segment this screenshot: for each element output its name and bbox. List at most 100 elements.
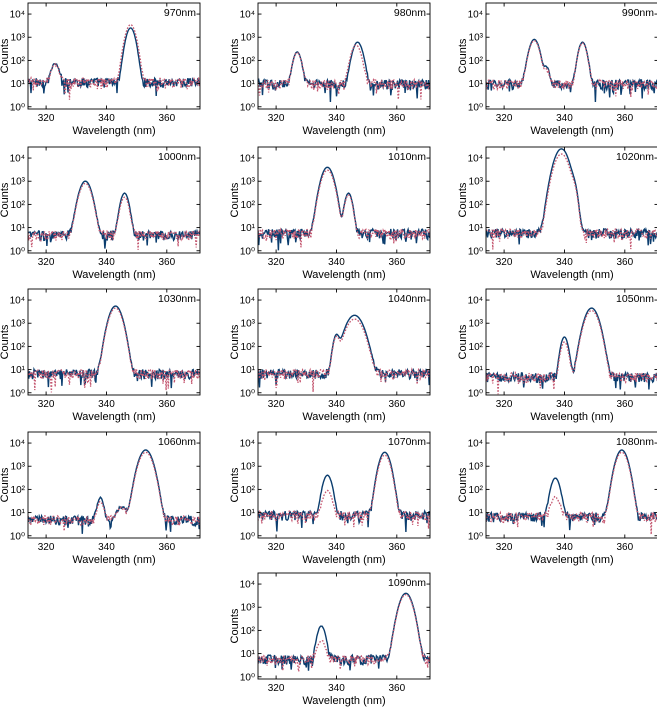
y-tick-label: 10² <box>11 56 26 67</box>
panel-wavelength-label: 1010nm <box>388 151 426 163</box>
y-tick-label: 10² <box>11 200 26 211</box>
x-tick-label: 340 <box>98 113 115 124</box>
y-tick-label: 10⁴ <box>468 439 483 450</box>
y-tick-label: 10³ <box>469 462 484 473</box>
y-tick-label: 10² <box>241 56 256 67</box>
panel-wavelength-label: 1020nm <box>616 151 654 163</box>
x-tick-label: 360 <box>158 399 175 410</box>
y-tick-label: 10⁴ <box>240 10 255 21</box>
y-axis-label: Counts <box>0 182 11 217</box>
y-tick-label: 10⁴ <box>468 10 483 21</box>
x-tick-label: 340 <box>556 399 573 410</box>
panel-wavelength-label: 990nm <box>622 7 654 19</box>
x-tick-label: 320 <box>268 257 285 268</box>
spectrum-line-dotted <box>258 593 430 672</box>
y-tick-label: 10¹ <box>469 79 484 90</box>
spectrum-line-solid <box>28 449 200 534</box>
axes-frame <box>27 2 201 110</box>
y-tick-label: 10⁰ <box>240 531 255 542</box>
spectrum-line-solid <box>486 449 657 531</box>
x-tick-label: 360 <box>388 542 405 553</box>
y-tick-label: 10⁴ <box>10 154 25 165</box>
x-tick-label: 340 <box>98 399 115 410</box>
y-tick-label: 10⁰ <box>10 531 25 542</box>
y-axis-label: Counts <box>0 324 11 359</box>
x-tick-label: 360 <box>158 257 175 268</box>
y-tick-label: 10⁰ <box>468 246 483 257</box>
x-tick-label: 320 <box>38 113 55 124</box>
y-tick-label: 10¹ <box>469 365 484 376</box>
y-axis-label: Counts <box>457 182 469 217</box>
x-tick-label: 360 <box>616 113 633 124</box>
x-tick-label: 320 <box>496 399 513 410</box>
y-tick-label: 10² <box>469 56 484 67</box>
x-tick-label: 340 <box>98 542 115 553</box>
x-tick-label: 320 <box>496 542 513 553</box>
spectrum-panel: 320 340 360 10⁰ 10¹ 10² 10³ 10⁴ Wavelength (nm) C… <box>0 288 201 423</box>
x-tick-label: 340 <box>98 257 115 268</box>
y-tick-label: 10¹ <box>11 79 26 90</box>
spectrum-line-dotted <box>258 318 430 392</box>
x-axis-label: Wavelength (nm) <box>72 554 155 566</box>
y-axis-label: Counts <box>229 324 241 359</box>
spectrum-panel: 320 340 360 10⁰ 10¹ 10² 10³ 10⁴ Wavelength (nm) C… <box>229 431 431 566</box>
y-tick-label: 10³ <box>241 603 256 614</box>
y-tick-label: 10⁴ <box>240 154 255 165</box>
x-tick-label: 360 <box>616 542 633 553</box>
y-tick-label: 10⁰ <box>10 102 25 113</box>
y-tick-label: 10³ <box>469 177 484 188</box>
x-tick-label: 320 <box>38 257 55 268</box>
y-tick-label: 10¹ <box>241 223 256 234</box>
y-tick-label: 10¹ <box>11 223 26 234</box>
x-tick-label: 320 <box>268 113 285 124</box>
y-tick-label: 10² <box>11 342 26 353</box>
axes-frame <box>257 572 431 680</box>
y-tick-label: 10¹ <box>469 508 484 519</box>
axes-frame <box>485 431 657 539</box>
y-axis-label: Counts <box>229 467 241 502</box>
y-tick-label: 10² <box>11 485 26 496</box>
y-tick-label: 10⁰ <box>240 246 255 257</box>
y-tick-label: 10¹ <box>241 79 256 90</box>
spectrum-line-dotted <box>28 23 200 100</box>
x-tick-label: 360 <box>158 113 175 124</box>
y-tick-label: 10⁰ <box>468 388 483 399</box>
y-tick-label: 10³ <box>469 319 484 330</box>
panel-wavelength-label: 1050nm <box>616 293 654 305</box>
x-tick-label: 360 <box>616 399 633 410</box>
x-tick-label: 340 <box>556 257 573 268</box>
x-axis-label: Wavelength (nm) <box>302 695 385 707</box>
axes-frame <box>27 146 201 254</box>
y-axis-label: Counts <box>229 38 241 73</box>
x-tick-label: 340 <box>328 683 345 694</box>
x-axis-label: Wavelength (nm) <box>530 269 613 281</box>
x-tick-label: 360 <box>388 257 405 268</box>
axes-frame <box>485 2 657 110</box>
panel-wavelength-label: 1060nm <box>158 436 196 448</box>
axes-frame <box>257 288 431 396</box>
y-tick-label: 10⁰ <box>240 102 255 113</box>
panel-wavelength-label: 970nm <box>164 7 196 19</box>
spectrum-line-solid <box>28 180 200 249</box>
x-tick-label: 360 <box>388 399 405 410</box>
axes-frame <box>485 146 657 254</box>
spectrum-panel: 320 340 360 10⁰ 10¹ 10² 10³ 10⁴ Wavelength (nm) C… <box>457 146 657 281</box>
axes-frame <box>257 431 431 539</box>
x-axis-label: Wavelength (nm) <box>530 554 613 566</box>
axes-frame <box>27 431 201 539</box>
y-tick-label: 10⁴ <box>240 580 255 591</box>
spectrum-line-dotted <box>258 169 430 248</box>
y-tick-label: 10¹ <box>241 649 256 660</box>
x-tick-label: 340 <box>328 257 345 268</box>
spectrum-panel: 320 340 360 10⁰ 10¹ 10² 10³ 10⁴ Wavelength (nm) C… <box>229 572 431 707</box>
x-tick-label: 360 <box>616 257 633 268</box>
x-tick-label: 320 <box>268 399 285 410</box>
x-axis-label: Wavelength (nm) <box>302 411 385 423</box>
spectrum-panel: 320 340 360 10⁰ 10¹ 10² 10³ 10⁴ Wavelength (nm) C… <box>229 146 431 281</box>
y-tick-label: 10¹ <box>11 365 26 376</box>
spectrum-line-solid <box>258 41 430 103</box>
y-axis-label: Counts <box>229 608 241 643</box>
x-tick-label: 320 <box>38 542 55 553</box>
axes-frame <box>257 146 431 254</box>
y-tick-label: 10¹ <box>241 508 256 519</box>
